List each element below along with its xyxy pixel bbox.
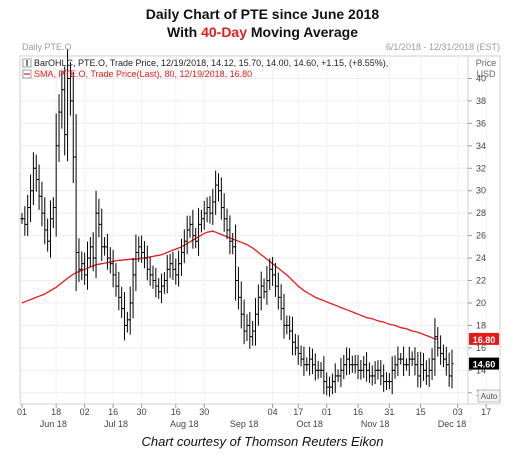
y-unit-price: Price [476,58,497,68]
legend-ohlc-text: BarOHLC, PTE.O, Trade Price, 12/19/2018,… [34,58,388,68]
x-day-label: 01 [17,407,27,417]
x-day-label: 17 [293,407,303,417]
ohlc-bars-layer [20,48,454,397]
y-unit-currency: USD [476,69,496,79]
sma-price-text: 16.80 [473,335,496,345]
y-tick-label: 18 [476,320,486,330]
x-month-label: Oct 18 [296,419,323,429]
x-month-label: Jun 18 [40,419,67,429]
x-day-label: 18 [51,407,61,417]
price-chart: 121416182022242628303234363840 011802163… [17,42,501,429]
y-tick-label: 22 [476,276,486,286]
grid-lines [20,56,487,404]
price-labels: 16.80 14.60 [469,332,499,370]
last-price-label: 14.60 [469,357,499,370]
x-day-label: 02 [80,407,90,417]
legend-sma-text: SMA, PTE.O, Trade Price(Last), 80, 12/19… [34,69,252,79]
x-day-label: 17 [481,407,491,417]
chart-title-line1: Daily Chart of PTE since June 2018 [145,6,380,22]
sma-price-label: 16.80 [469,332,499,345]
moving-average-period-highlight: 40-Day [201,24,247,40]
panel-name: Daily PTE.O [22,42,72,52]
ohlc-bar [450,349,454,389]
x-axis: 01 18 02 16 30 16 30 04 17 01 16 31 15 03 17 Jun 18 Jul … [17,404,491,429]
x-day-label: 04 [268,407,278,417]
y-tick-label: 26 [476,231,486,241]
y-tick-label: 16 [476,343,486,353]
y-tick-label: 32 [476,163,486,173]
y-tick-label: 30 [476,186,486,196]
x-month-label: Dec 18 [438,419,467,429]
x-day-label: 16 [353,407,363,417]
y-tick-label: 24 [476,253,486,263]
y-tick-label: 14 [476,365,486,375]
y-tick-label: 40 [476,73,486,83]
legend-sma[interactable]: SMA, PTE.O, Trade Price(Last), 80, 12/19… [22,69,252,79]
x-day-label: 03 [453,407,463,417]
x-day-label: 01 [322,407,332,417]
x-day-label: 31 [384,407,394,417]
chart-credit: Chart courtesy of Thomson Reuters Eikon [141,434,384,449]
x-day-label: 16 [171,407,181,417]
x-month-label: Jul 18 [104,419,128,429]
panel-date-range: 6/1/2018 - 12/31/2018 (EST) [386,42,500,52]
y-tick-label: 28 [476,208,486,218]
x-day-label: 30 [137,407,147,417]
x-month-label: Aug 18 [170,419,199,429]
chart-title-line2: With 40-Day Moving Average [166,24,358,40]
x-month-label: Sep 18 [230,419,259,429]
y-tick-label: 38 [476,96,486,106]
y-tick-label: 34 [476,141,486,151]
legend-ohlc[interactable]: BarOHLC, PTE.O, Trade Price, 12/19/2018,… [22,58,388,68]
x-day-label: 30 [199,407,209,417]
y-tick-label: 20 [476,298,486,308]
last-price-text: 14.60 [473,360,496,370]
auto-scale-button[interactable]: Auto [477,389,501,403]
y-tick-label: 36 [476,118,486,128]
x-day-label: 15 [416,407,426,417]
auto-scale-label: Auto [481,392,498,401]
x-day-label: 16 [108,407,118,417]
x-month-label: Nov 18 [361,419,390,429]
